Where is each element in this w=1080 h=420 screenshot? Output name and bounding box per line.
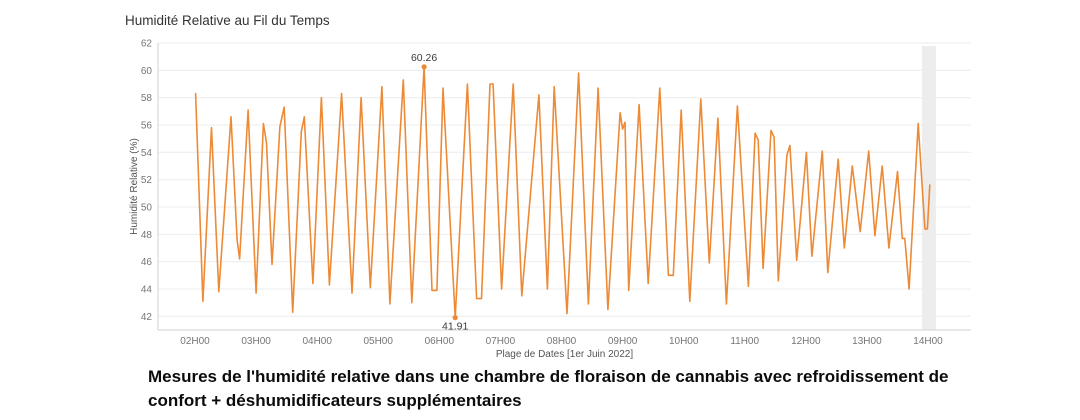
- y-axis-title: Humidité Relative (%): [129, 138, 140, 235]
- y-tick-label: 62: [141, 39, 153, 50]
- y-tick-label: 42: [141, 312, 153, 323]
- annotation-marker: [452, 315, 458, 321]
- figure-caption: Mesures de l'humidité relative dans une …: [148, 367, 949, 411]
- series-line: [194, 66, 931, 319]
- y-tick-label: 48: [141, 230, 153, 241]
- y-tick-label: 54: [141, 148, 153, 159]
- x-tick-label: 14H00: [913, 336, 943, 347]
- x-tick-label: 09H00: [608, 336, 638, 347]
- x-tick-label: 03H00: [241, 336, 271, 347]
- y-tick-label: 56: [141, 121, 153, 132]
- y-tick-label: 44: [141, 285, 153, 296]
- x-tick-label: 07H00: [486, 336, 516, 347]
- x-tick-label: 11H00: [730, 336, 759, 347]
- y-tick-label: 58: [141, 93, 153, 104]
- annotation-label: 41.91: [442, 321, 468, 333]
- x-tick-label: 04H00: [302, 336, 332, 347]
- chart-title: Humidité Relative au Fil du Temps: [125, 13, 330, 28]
- annotation-label: 60.26: [411, 52, 437, 64]
- x-tick-label: 06H00: [425, 336, 455, 347]
- x-tick-label: 08H00: [547, 336, 577, 347]
- x-tick-label: 10H00: [669, 336, 699, 347]
- x-tick-label: 05H00: [363, 336, 393, 347]
- y-tick-label: 46: [141, 257, 153, 268]
- y-tick-label: 52: [141, 175, 153, 186]
- annotation-marker: [421, 64, 427, 70]
- x-tick-label: 02H00: [180, 336, 210, 347]
- x-tick-label: 12H00: [791, 336, 821, 347]
- x-axis-title: Plage de Dates [1er Juin 2022]: [496, 349, 634, 360]
- y-tick-label: 50: [141, 203, 153, 214]
- x-tick-label: 13H00: [852, 336, 882, 347]
- y-tick-label: 60: [141, 66, 153, 77]
